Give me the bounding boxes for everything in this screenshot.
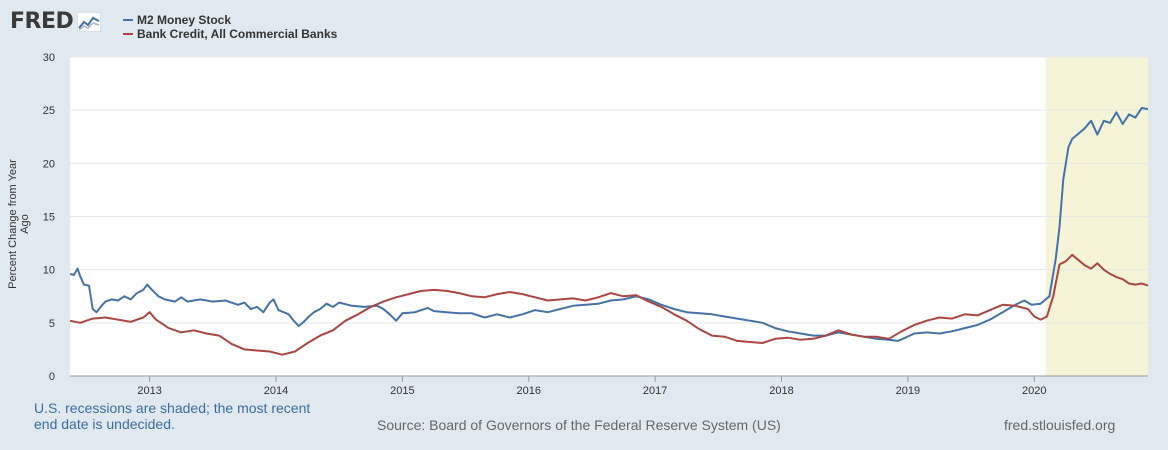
y-tick-label: 5 bbox=[49, 318, 55, 330]
x-tick-label: 2014 bbox=[264, 385, 288, 397]
x-tick-label: 2013 bbox=[137, 385, 161, 397]
y-axis-title: Percent Change from Year Ago bbox=[7, 159, 31, 289]
y-tick-label: 20 bbox=[43, 158, 55, 170]
series-line-m2 bbox=[69, 107, 1149, 342]
y-tick-label: 0 bbox=[49, 371, 55, 383]
line-chart[interactable]: 0 5 10 15 20 25 30 2013 2014 2015 2016 2017 2018 2019… bbox=[0, 0, 1168, 400]
legend-swatch-bank-credit bbox=[123, 33, 133, 35]
y-tick-label: 15 bbox=[43, 212, 55, 224]
y-tick-label: 10 bbox=[43, 265, 55, 277]
x-tick-label: 2020 bbox=[1022, 385, 1046, 397]
x-tick-label: 2016 bbox=[517, 385, 541, 397]
y-tick-label: 25 bbox=[43, 105, 55, 117]
x-tick-label: 2018 bbox=[769, 385, 793, 397]
legend-label-bank-credit: Bank Credit, All Commercial Banks bbox=[137, 27, 338, 41]
x-tick-label: 2017 bbox=[643, 385, 667, 397]
fred-logo-text: FRED bbox=[10, 9, 74, 34]
fred-url-link[interactable]: fred.stlouisfed.org bbox=[1004, 417, 1116, 433]
series-line-bank-credit bbox=[69, 253, 1149, 356]
x-tick-label: 2019 bbox=[896, 385, 920, 397]
fred-logo[interactable]: FRED bbox=[10, 9, 102, 34]
legend-label-m2: M2 Money Stock bbox=[137, 13, 232, 27]
legend-swatch-m2 bbox=[123, 19, 133, 21]
chart-legend: M2 Money Stock Bank Credit, All Commerci… bbox=[123, 13, 337, 41]
x-tick-label: 2015 bbox=[390, 385, 414, 397]
legend-item-m2[interactable]: M2 Money Stock bbox=[123, 13, 337, 27]
fred-graph-icon bbox=[77, 12, 102, 32]
recession-note: U.S. recessions are shaded; the most rec… bbox=[34, 400, 311, 432]
y-tick-label: 30 bbox=[43, 52, 55, 64]
source-note: Source: Board of Governors of the Federa… bbox=[377, 417, 781, 433]
legend-item-bank-credit[interactable]: Bank Credit, All Commercial Banks bbox=[123, 27, 337, 41]
